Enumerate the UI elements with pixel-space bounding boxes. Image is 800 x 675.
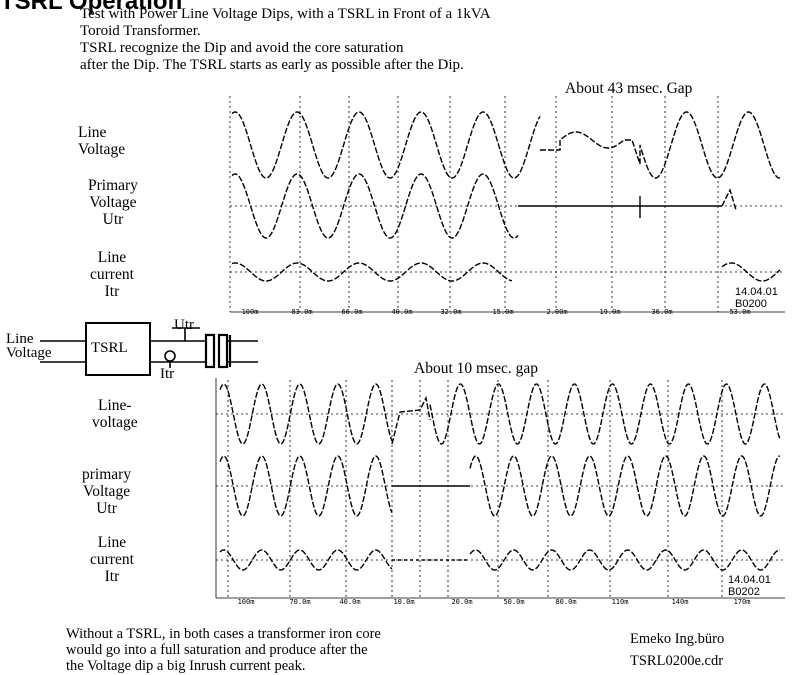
panel2-line-current-label: Line current Itr xyxy=(90,534,134,585)
time-tick-label: 53.0m xyxy=(729,308,751,316)
label-voltage: Voltage xyxy=(78,141,126,158)
label-primary: primary xyxy=(82,466,132,483)
label-current: current xyxy=(90,266,134,283)
intro-line-1: Test with Power Line Voltage Dips, with … xyxy=(80,6,491,22)
panel1-line-current-trace xyxy=(231,262,513,282)
credit-file: TSRL0200e.cdr xyxy=(630,653,724,669)
tsrl-schematic xyxy=(40,322,258,376)
time-tick-label: 32.0m xyxy=(440,308,462,316)
panel1-stamp: 14.04.01 B0200 xyxy=(735,286,778,310)
credit-company: Emeko Ing.büro xyxy=(630,631,725,647)
panel2-waveforms xyxy=(219,383,781,571)
itr-probe-label: Itr xyxy=(160,366,175,382)
utr-probe-label: Utr xyxy=(174,317,194,333)
label-voltage: Voltage xyxy=(89,194,137,211)
time-tick-label: 50.0m xyxy=(503,598,525,606)
stamp-code: B0200 xyxy=(735,298,767,310)
transformer-core-left xyxy=(204,333,216,369)
panel2-gap-note: About 10 msec. gap xyxy=(414,360,538,377)
panel1-line-voltage-label: Line Voltage xyxy=(78,124,125,158)
time-tick-label: 110m xyxy=(611,598,629,606)
panel2-grid xyxy=(215,378,785,599)
time-tick-label: 15.0m xyxy=(492,308,514,316)
clipped-heading: TSRL Operation xyxy=(0,0,183,15)
label-line: Line xyxy=(97,534,127,551)
label-voltage: Voltage xyxy=(83,483,131,500)
panel1-primary-voltage-trace xyxy=(231,173,519,239)
time-tick-label: 19.0m xyxy=(599,308,621,316)
intro-line-3: TSRL recognize the Dip and avoid the cor… xyxy=(80,40,404,56)
label-line: Line xyxy=(97,249,127,266)
panel2-primary-voltage-trace xyxy=(219,455,393,517)
credit-block: Emeko Ing.büro TSRL0200e.cdr xyxy=(630,628,724,672)
panel1-waveforms xyxy=(231,111,781,282)
time-tick-label: 20.0m xyxy=(451,598,473,606)
time-tick-label: 66.0m xyxy=(341,308,363,316)
stamp-code: B0202 xyxy=(728,586,760,598)
intro-line-2: Toroid Transformer. xyxy=(80,23,201,39)
label-utr: Utr xyxy=(96,500,117,517)
time-tick-label: 40.0m xyxy=(391,308,413,316)
footer-note: Without a TSRL, in both cases a transfor… xyxy=(66,626,381,674)
time-tick-label: 140m xyxy=(671,598,689,606)
panel2-primary-restart-trace xyxy=(469,455,781,517)
footer-line-3: the Voltage dip a big Inrush current pea… xyxy=(66,658,306,674)
time-tick-label: 10.0m xyxy=(393,598,415,606)
panel2-stamp: 14.04.01 B0202 xyxy=(728,574,771,598)
panel2-line-voltage-trace xyxy=(219,383,393,445)
footer-line-1: Without a TSRL, in both cases a transfor… xyxy=(66,626,381,642)
stamp-date: 14.04.01 xyxy=(735,286,778,298)
panel1-current-restart-trace xyxy=(721,262,781,282)
time-tick-label: 70.0m xyxy=(289,598,311,606)
panel1-dip-trace xyxy=(540,131,626,151)
panel1-recovery-trace xyxy=(625,111,780,179)
time-tick-label: 100m xyxy=(241,308,259,316)
tsrl-box xyxy=(85,322,151,376)
panel2-dip-trace xyxy=(391,395,431,445)
stamp-date: 14.04.01 xyxy=(728,574,771,586)
label-current: current xyxy=(90,551,134,568)
panel1-line-current-label: Line current Itr xyxy=(90,249,134,300)
current-probe-ring xyxy=(164,350,176,362)
time-tick-label: 36.0m xyxy=(651,308,673,316)
panel2-line-current-trace xyxy=(219,549,393,571)
intro-line-4: after the Dip. The TSRL starts as early … xyxy=(80,57,464,73)
time-tick-label: 80.0m xyxy=(555,598,577,606)
label-voltage: Voltage xyxy=(6,345,52,361)
panel1-line-voltage-trace xyxy=(231,111,541,179)
transformer-core-right xyxy=(217,333,229,369)
time-tick-label: 2.00m xyxy=(546,308,568,316)
panel2-line-voltage-label: Line- voltage xyxy=(92,397,138,431)
time-tick-label: 83.0m xyxy=(291,308,313,316)
tsrl-box-label: TSRL xyxy=(91,340,128,356)
label-line: Line- xyxy=(98,397,132,414)
panel1-primary-restart-trace xyxy=(721,188,737,211)
footer-line-2: would go into a full saturation and prod… xyxy=(66,642,368,658)
intro-text: Test with Power Line Voltage Dips, with … xyxy=(80,6,491,74)
panel2-current-restart-trace xyxy=(469,549,781,571)
label-voltage: voltage xyxy=(92,414,138,431)
label-line: Line xyxy=(6,331,34,347)
label-utr: Utr xyxy=(102,211,124,228)
panel1-primary-voltage-label: Primary Voltage Utr xyxy=(88,177,138,228)
panel1-grid xyxy=(229,96,785,313)
panel1-gap-note: About 43 msec. Gap xyxy=(565,80,693,97)
label-itr: Itr xyxy=(104,568,120,585)
label-itr: Itr xyxy=(104,283,120,300)
time-tick-label: 40.0m xyxy=(339,598,361,606)
schematic-input-label: Line Voltage xyxy=(6,331,52,361)
panel2-recovery-trace xyxy=(429,383,781,445)
label-primary: Primary xyxy=(88,177,138,194)
panel2-primary-voltage-label: primary Voltage Utr xyxy=(82,466,131,517)
time-tick-label: 100m xyxy=(237,598,255,606)
label-line: Line xyxy=(78,124,107,141)
time-tick-label: 170m xyxy=(733,598,751,606)
